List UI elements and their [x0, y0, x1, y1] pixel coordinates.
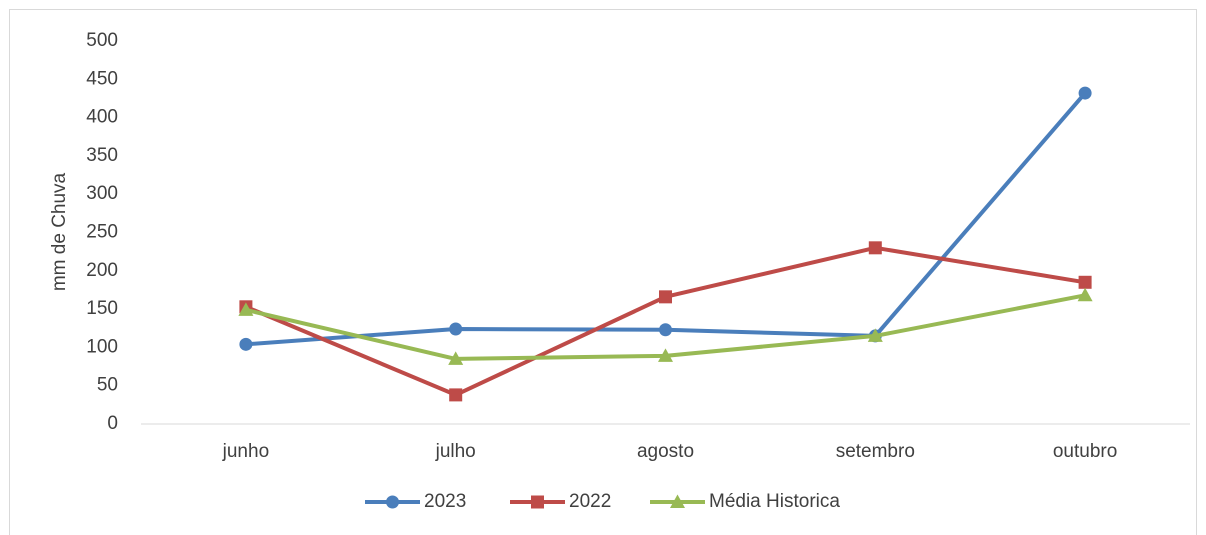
point — [1078, 275, 1092, 289]
y-tick-label: 450 — [86, 68, 118, 89]
x-tick-label: setembro — [836, 441, 915, 462]
y-tick-label: 200 — [86, 260, 118, 281]
point — [449, 388, 463, 402]
legend-label: 2023 — [424, 491, 466, 512]
legend-marker — [386, 495, 399, 509]
series-line — [245, 91, 1087, 347]
x-tick-label: julho — [435, 441, 476, 462]
legend-label: 2022 — [569, 491, 611, 512]
y-axis-label: mm de Chuva — [49, 172, 70, 291]
point — [238, 302, 254, 316]
point — [449, 322, 463, 336]
point — [658, 348, 673, 362]
y-tick-label: 250 — [86, 222, 118, 243]
y-tick-label: 300 — [86, 183, 118, 204]
y-tick-label: 500 — [86, 30, 118, 51]
point — [1077, 287, 1093, 302]
y-tick-label: 50 — [97, 375, 118, 396]
y-tick-label: 100 — [86, 336, 118, 357]
y-tick-label: 150 — [86, 298, 118, 319]
point — [448, 351, 464, 365]
point — [659, 290, 672, 304]
x-tick-label: agosto — [637, 441, 694, 462]
point — [868, 241, 882, 255]
point — [1078, 86, 1092, 100]
x-tick-label: outubro — [1053, 441, 1117, 462]
point — [659, 323, 672, 337]
point — [239, 337, 253, 351]
y-tick-label: 400 — [86, 107, 118, 128]
y-tick-label: 350 — [86, 145, 118, 166]
legend-label: Média Historica — [709, 491, 840, 512]
legend-marker — [670, 494, 685, 508]
x-tick-label: junho — [222, 441, 270, 462]
point — [867, 328, 883, 342]
legend-marker — [531, 495, 544, 509]
chart-frame — [9, 9, 1197, 535]
y-tick-label: 0 — [107, 413, 118, 434]
